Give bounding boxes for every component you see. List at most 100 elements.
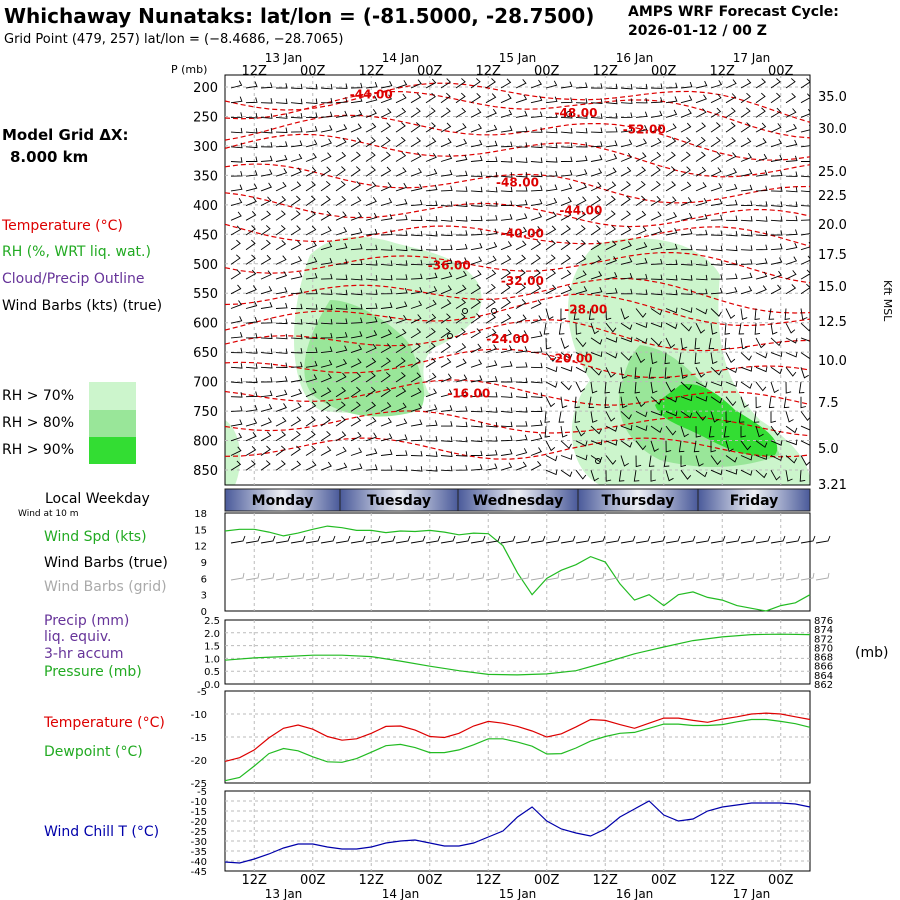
wind-barb — [530, 269, 541, 280]
wind-barb — [560, 239, 571, 251]
height-tick-label: 5.0 — [818, 442, 839, 457]
wind-barb — [365, 181, 377, 192]
wind-barb — [755, 337, 766, 349]
wind-barb — [350, 196, 362, 206]
wind-barb — [620, 210, 631, 221]
wind-barb — [530, 142, 543, 149]
grid-wind-barb — [380, 572, 395, 581]
rh-shading — [225, 236, 810, 485]
surface-wind-barb — [455, 535, 471, 544]
grid-wind-barb — [485, 572, 500, 581]
wind-barb — [604, 396, 611, 409]
wind-tick-label: 0 — [201, 607, 207, 618]
wind-barb — [470, 391, 483, 398]
wind-barb — [501, 376, 513, 383]
wind-chill-tick-label: -20 — [191, 817, 207, 828]
wind-barb — [530, 185, 543, 192]
wind-barb — [500, 241, 512, 251]
wind-barb — [740, 308, 748, 321]
wind-barb — [335, 274, 348, 280]
wind-barb — [530, 315, 543, 324]
surface-wind-barb — [350, 535, 366, 544]
hour-label-top: 12Z — [242, 64, 268, 79]
wind-barb — [395, 434, 408, 442]
hour-label-top: 00Z — [534, 64, 560, 79]
wind-barb — [560, 197, 572, 207]
wind-barb — [335, 166, 346, 177]
wind-barb — [470, 343, 482, 354]
wind-barb — [723, 426, 730, 438]
wind-barb — [260, 82, 273, 89]
wind-barb — [770, 351, 783, 358]
wind-barb — [800, 322, 810, 332]
wind-barb — [410, 167, 422, 177]
wind-barb — [544, 426, 551, 438]
wind-barb — [500, 329, 512, 339]
wind-barb — [590, 255, 602, 265]
wind-tick-label: 3 — [201, 591, 207, 602]
cloud-legend: Cloud/Precip Outline — [2, 271, 145, 287]
wind-barb — [365, 448, 378, 456]
wind-barb — [230, 377, 243, 384]
wind-barb — [800, 455, 810, 466]
grid-wind-barb — [740, 572, 755, 581]
wind-barb — [470, 108, 482, 118]
wind-barb — [380, 329, 392, 339]
wind-barb — [515, 330, 528, 339]
wind-chill-tick-label: -30 — [191, 837, 207, 848]
wind-barb — [380, 94, 392, 104]
wind-barb — [785, 381, 792, 394]
wind-barb — [665, 425, 677, 436]
wind-barb — [395, 402, 407, 412]
wind-barb — [365, 197, 377, 207]
wind-speed-line — [224, 525, 811, 612]
wind-barb — [305, 256, 318, 265]
wind-barb — [678, 440, 685, 453]
rh80-legend: RH > 80% — [2, 415, 75, 431]
wind-barb — [605, 167, 617, 177]
pressure-tick-label: 350 — [193, 169, 218, 184]
wind-barb — [515, 346, 528, 354]
wind-barb — [230, 269, 242, 280]
wind-barb — [530, 447, 542, 456]
wind-barb — [620, 411, 632, 420]
wind-barb — [260, 460, 271, 471]
wind-barb — [470, 436, 483, 443]
wind-barb — [455, 186, 468, 192]
grid-wind-barb — [605, 572, 620, 581]
wind-barb — [770, 257, 783, 265]
wind-barb — [665, 243, 678, 251]
wind-barb — [695, 197, 708, 207]
wind-barb — [350, 386, 361, 398]
wind-barb — [320, 83, 333, 90]
wind-barb — [305, 98, 318, 104]
rh70-legend: RH > 70% — [2, 388, 75, 404]
wind-barb — [575, 270, 587, 280]
wind-barb — [455, 138, 468, 148]
grid-wind-barb — [635, 572, 650, 581]
wind-barb — [710, 366, 722, 376]
wind-barb — [245, 418, 258, 427]
wind-barb — [755, 396, 762, 409]
wind-barb — [560, 81, 573, 89]
wind-barb — [560, 142, 573, 148]
wind-barb — [650, 381, 658, 394]
wind-barb — [245, 142, 258, 149]
wind-tick-label: 15 — [194, 525, 207, 536]
height-tick-label: 17.5 — [818, 248, 847, 263]
wind-barb — [425, 299, 437, 309]
wind-barb — [500, 421, 513, 428]
pressure-tick-label: 250 — [193, 110, 218, 125]
wind-barb — [634, 381, 641, 394]
wind-barb — [618, 470, 625, 482]
wind-barb — [320, 359, 333, 368]
wind-barb — [785, 215, 798, 222]
wind-barb — [664, 367, 671, 379]
grid-wind-barb — [500, 572, 515, 581]
wind-barb — [665, 151, 676, 162]
wind-barb — [290, 181, 302, 192]
weekday-label: Local Weekday — [45, 491, 150, 507]
wind-barb — [618, 381, 625, 394]
wind-barb — [290, 140, 303, 148]
wind-barb — [710, 151, 722, 162]
